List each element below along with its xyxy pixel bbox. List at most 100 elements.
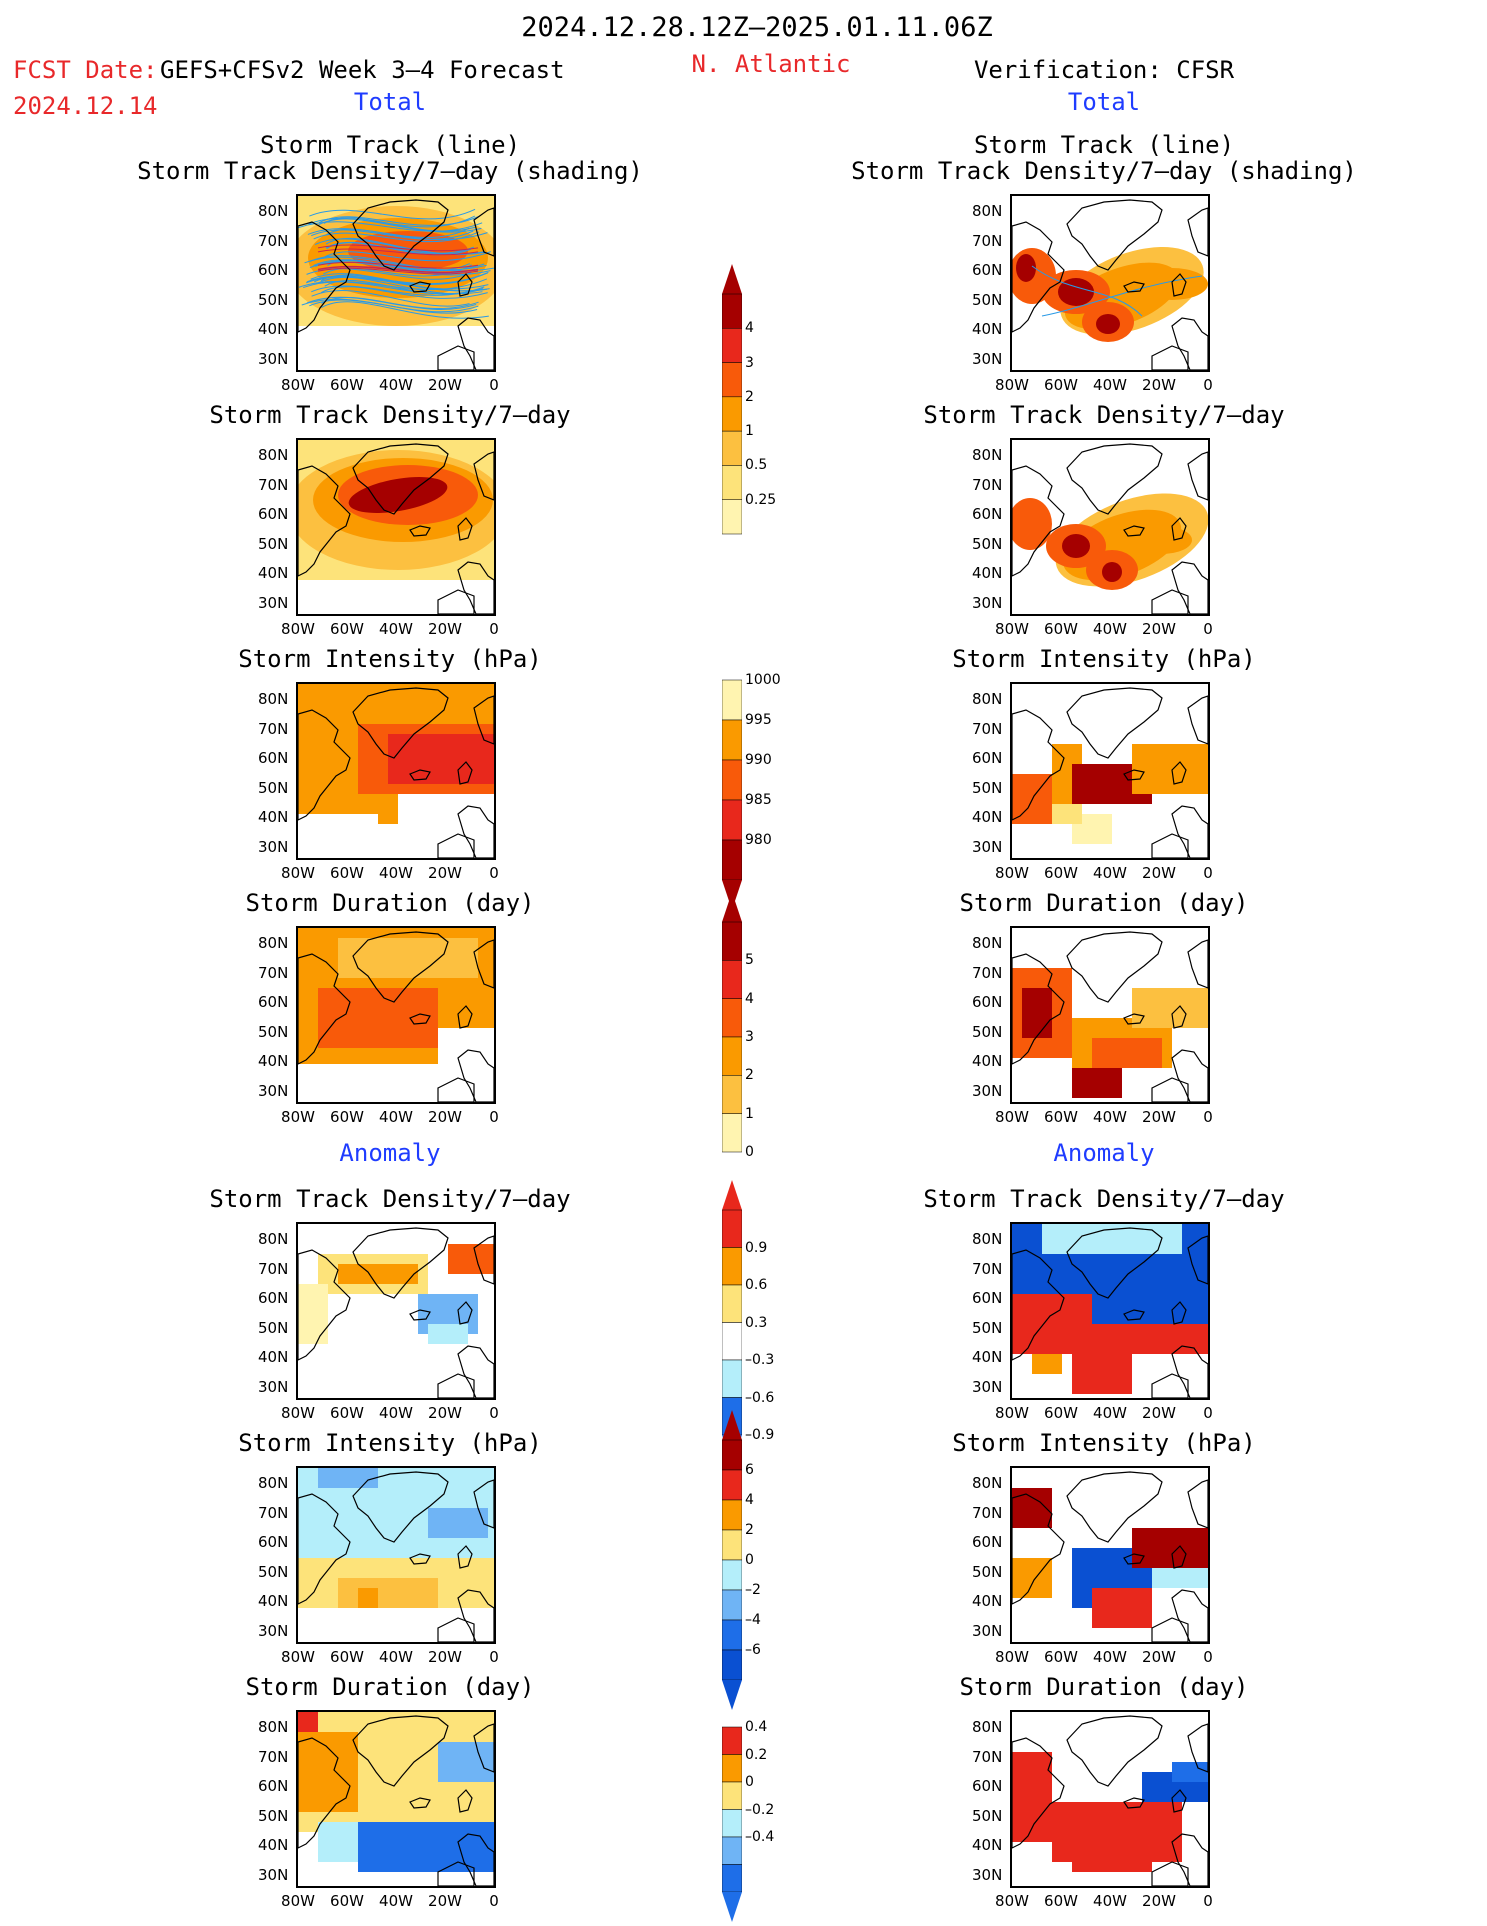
lat-tick-label: 60N <box>972 261 1002 279</box>
lat-tick-label: 70N <box>972 1504 1002 1522</box>
lat-tick-label: 50N <box>258 1807 288 1825</box>
lon-tick-label: 0 <box>489 1108 499 1126</box>
title-intensity-anom-right: Storm Intensity (hPa) <box>952 1431 1255 1455</box>
lat-tick-label: 40N <box>258 808 288 826</box>
lat-tick-label: 60N <box>258 1777 288 1795</box>
lon-tick-label: 60W <box>330 1892 364 1910</box>
lat-tick-label: 50N <box>258 779 288 797</box>
lon-tick-label: 80W <box>281 1108 315 1126</box>
lon-tick-label: 0 <box>1203 864 1213 882</box>
lat-tick-label: 60N <box>972 749 1002 767</box>
lat-tick-label: 80N <box>258 934 288 952</box>
section-anomaly-right: Anomaly <box>1053 1141 1154 1165</box>
colorbar-label: 980 <box>745 832 772 848</box>
lon-tick-label: 60W <box>1044 1648 1078 1666</box>
lat-tick-label: 60N <box>972 993 1002 1011</box>
lat-tick-label: 40N <box>972 1052 1002 1070</box>
lat-tick-label: 30N <box>972 838 1002 856</box>
lat-tick-label: 70N <box>972 232 1002 250</box>
lon-tick-label: 80W <box>995 620 1029 638</box>
lat-tick-label: 70N <box>972 964 1002 982</box>
lat-tick-label: 30N <box>258 1866 288 1884</box>
section-anomaly-left: Anomaly <box>339 1141 440 1165</box>
lon-tick-label: 40W <box>379 376 413 394</box>
lon-tick-label: 0 <box>1203 620 1213 638</box>
section-total-left: Total <box>354 90 426 114</box>
lon-tick-label: 0 <box>489 376 499 394</box>
lat-tick-label: 70N <box>258 1260 288 1278</box>
lat-tick-label: 30N <box>258 1082 288 1100</box>
lon-tick-label: 40W <box>1093 864 1127 882</box>
colorbar-label: 3 <box>745 355 754 371</box>
colorbar-label: 5 <box>745 952 754 968</box>
colorbar-label: 2 <box>745 389 754 405</box>
lat-tick-label: 80N <box>972 1718 1002 1736</box>
title-intensity-right: Storm Intensity (hPa) <box>952 647 1255 671</box>
lon-tick-label: 40W <box>379 1892 413 1910</box>
lon-tick-label: 40W <box>379 1108 413 1126</box>
lon-tick-label: 80W <box>995 1892 1029 1910</box>
lon-tick-label: 0 <box>1203 1404 1213 1422</box>
title-storm-track-line-left: Storm Track (line) <box>260 133 520 157</box>
lon-tick-label: 80W <box>281 864 315 882</box>
lat-tick-label: 70N <box>972 1748 1002 1766</box>
map-density-anom-verif <box>1010 1222 1210 1400</box>
lon-tick-label: 20W <box>428 1108 462 1126</box>
lon-tick-label: 0 <box>489 864 499 882</box>
lon-tick-label: 0 <box>1203 1892 1213 1910</box>
lat-tick-label: 80N <box>972 202 1002 220</box>
lat-tick-label: 70N <box>972 1260 1002 1278</box>
lat-tick-label: 60N <box>972 1777 1002 1795</box>
lon-tick-label: 60W <box>1044 864 1078 882</box>
lon-tick-label: 20W <box>428 376 462 394</box>
colorbar-label: 0 <box>745 1774 754 1790</box>
colorbar-label: –2 <box>745 1582 761 1598</box>
map-duration-verif <box>1010 926 1210 1104</box>
lat-tick-label: 80N <box>258 1230 288 1248</box>
lon-tick-label: 40W <box>379 620 413 638</box>
lat-tick-label: 80N <box>258 1474 288 1492</box>
lat-tick-label: 40N <box>972 1348 1002 1366</box>
colorbar-density-total <box>722 264 742 568</box>
lat-tick-label: 60N <box>258 749 288 767</box>
lon-tick-label: 40W <box>1093 1108 1127 1126</box>
lon-tick-label: 0 <box>489 1404 499 1422</box>
title-storm-track-shading-right: Storm Track Density/7–day (shading) <box>851 159 1357 183</box>
lon-tick-label: 80W <box>281 1404 315 1422</box>
colorbar-duration-anom <box>722 1697 742 1926</box>
colorbar-duration-total <box>722 892 742 1186</box>
lon-tick-label: 80W <box>281 620 315 638</box>
lat-tick-label: 30N <box>972 1378 1002 1396</box>
lon-tick-label: 80W <box>281 376 315 394</box>
lat-tick-label: 30N <box>972 1866 1002 1884</box>
lon-tick-label: 20W <box>428 1892 462 1910</box>
lat-tick-label: 80N <box>972 1474 1002 1492</box>
lat-tick-label: 80N <box>972 934 1002 952</box>
lat-tick-label: 50N <box>258 1319 288 1337</box>
lat-tick-label: 80N <box>258 202 288 220</box>
lon-tick-label: 20W <box>1142 1108 1176 1126</box>
lat-tick-label: 40N <box>258 1348 288 1366</box>
title-duration-right: Storm Duration (day) <box>960 891 1249 915</box>
colorbar-label: –0.9 <box>745 1427 774 1443</box>
map-intensity-anom-forecast <box>296 1466 496 1644</box>
lat-tick-label: 70N <box>258 1504 288 1522</box>
lon-tick-label: 80W <box>995 1648 1029 1666</box>
colorbar-label: 985 <box>745 792 772 808</box>
lat-tick-label: 50N <box>972 1563 1002 1581</box>
colorbar-label: 4 <box>745 991 754 1007</box>
title-density-left: Storm Track Density/7–day <box>209 403 570 427</box>
colorbar-intensity-anom <box>722 1410 742 1714</box>
lat-tick-label: 60N <box>972 505 1002 523</box>
title-intensity-left: Storm Intensity (hPa) <box>238 647 541 671</box>
lon-tick-label: 20W <box>428 864 462 882</box>
title-storm-track-line-right: Storm Track (line) <box>974 133 1234 157</box>
title-duration-anom-left: Storm Duration (day) <box>246 1675 535 1699</box>
lat-tick-label: 80N <box>972 446 1002 464</box>
colorbar-label: 0.6 <box>745 1277 767 1293</box>
lon-tick-label: 40W <box>379 1404 413 1422</box>
lat-tick-label: 30N <box>258 838 288 856</box>
lon-tick-label: 20W <box>1142 1648 1176 1666</box>
colorbar-label: –6 <box>745 1642 761 1658</box>
lat-tick-label: 70N <box>258 1748 288 1766</box>
